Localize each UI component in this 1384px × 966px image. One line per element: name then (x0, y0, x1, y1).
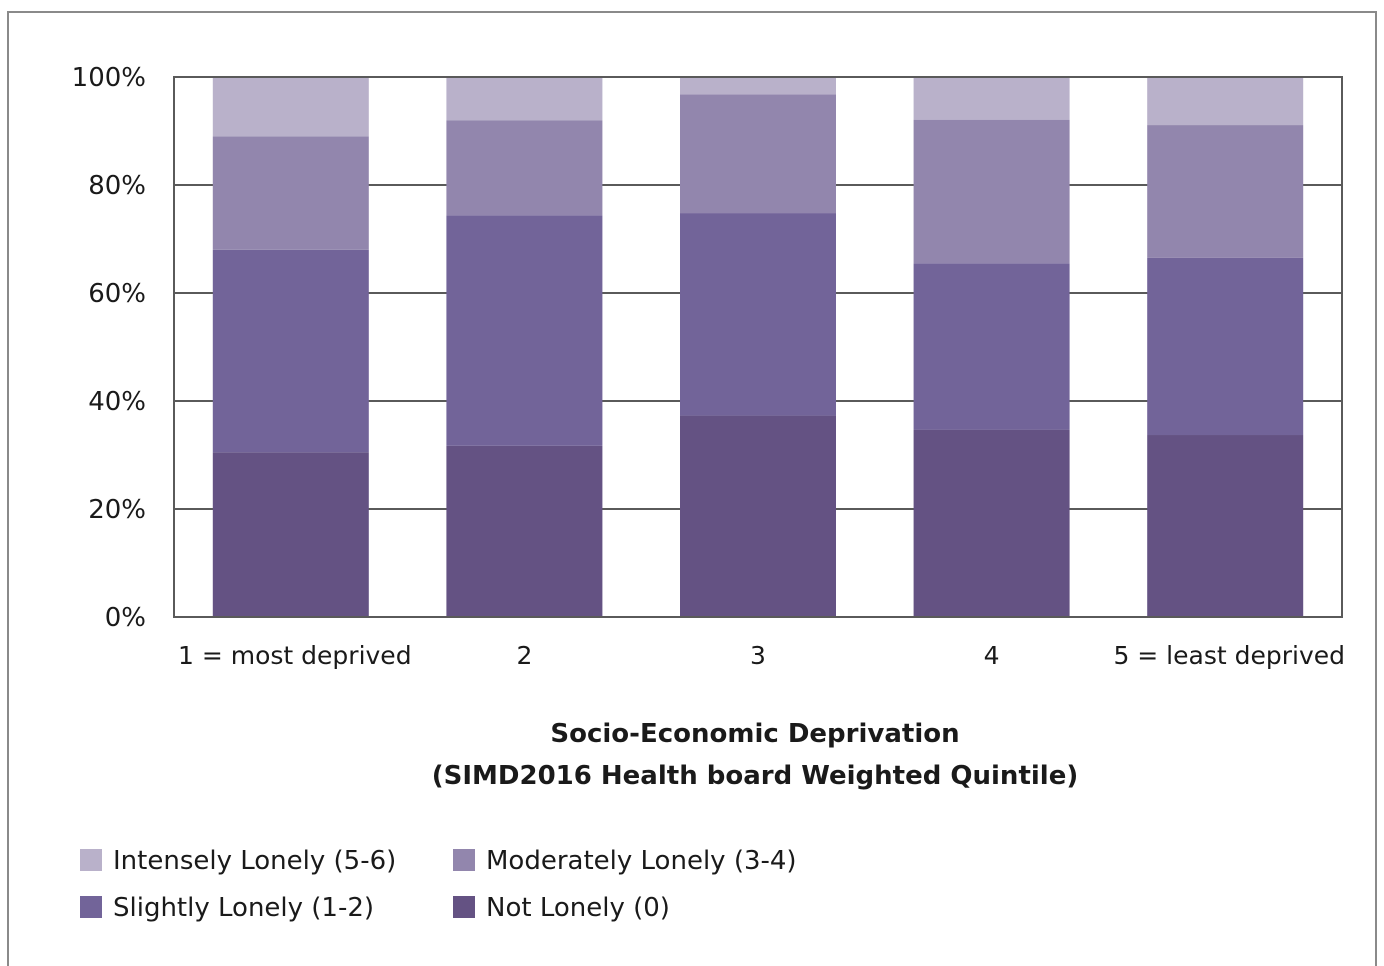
bars (212, 77, 1304, 617)
legend-swatch (80, 896, 102, 918)
bar-segment (446, 120, 603, 216)
y-tick-label: 100% (72, 63, 146, 93)
x-category-label: 4 (984, 641, 1000, 670)
bar-segment (1147, 125, 1304, 258)
bar-segment (913, 77, 1070, 120)
x-category-label: 2 (516, 641, 532, 670)
legend-swatch (453, 896, 475, 918)
x-category-label: 3 (750, 641, 766, 670)
bar-segment (913, 119, 1070, 264)
y-tick-label: 0% (105, 603, 146, 633)
bar-segment (212, 249, 369, 453)
legend: Intensely Lonely (5-6) Moderately Lonely … (80, 846, 797, 923)
bar-segment (680, 213, 836, 416)
bar-segment (212, 136, 369, 250)
bar-segment (913, 263, 1070, 430)
x-axis-categories: 1 = most deprived 2 3 4 5 = least deprived (178, 641, 1345, 670)
bar-segment (913, 429, 1070, 617)
bar-segment (680, 77, 836, 95)
legend-label: Slightly Lonely (1-2) (113, 893, 374, 923)
x-axis-label-line-1: Socio-Economic Deprivation (550, 719, 959, 749)
bar-segment (680, 94, 836, 214)
bar-segment (446, 215, 603, 446)
bar-segment (680, 415, 836, 617)
legend-swatch (453, 849, 475, 871)
bar-segment (212, 77, 369, 137)
x-category-label: 1 = most deprived (178, 641, 412, 670)
legend-swatch (80, 849, 102, 871)
plot-area-border (173, 76, 1343, 618)
legend-label: Moderately Lonely (3-4) (486, 846, 797, 876)
bar-segment (1147, 77, 1304, 126)
bar-segment (1147, 435, 1304, 617)
y-tick-label: 40% (88, 387, 146, 417)
y-axis-ticks: 0% 20% 40% 60% 80% 100% (72, 63, 146, 633)
bar-segment (446, 77, 603, 121)
x-axis-label-line-2: (SIMD2016 Health board Weighted Quintile… (432, 761, 1078, 791)
legend-label: Intensely Lonely (5-6) (113, 846, 396, 876)
bar-segment (1147, 257, 1304, 436)
legend-label: Not Lonely (0) (486, 893, 670, 923)
bar-segment (446, 445, 603, 617)
bar-segment (212, 452, 369, 617)
y-tick-label: 20% (88, 495, 146, 525)
x-category-label: 5 = least deprived (1113, 641, 1345, 670)
y-tick-label: 60% (88, 279, 146, 309)
y-tick-label: 80% (88, 171, 146, 201)
